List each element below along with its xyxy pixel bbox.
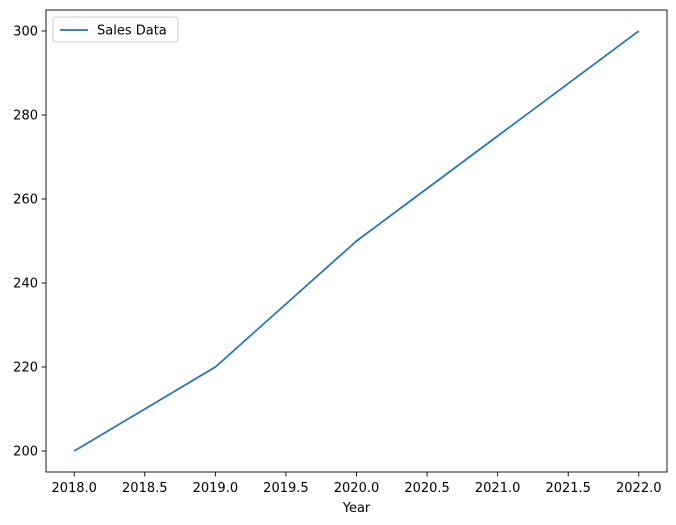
x-tick-label: 2019.5 <box>263 481 309 496</box>
x-tick-label: 2022.0 <box>616 481 662 496</box>
y-tick-label: 240 <box>13 277 38 292</box>
axes: 2018.0 2018.5 2019.0 2019.5 2020.0 2020.5 2021… <box>13 9 668 496</box>
series-line-sales-data <box>73 30 640 452</box>
legend-label-sales-data: Sales Data <box>97 24 167 39</box>
x-tick-label: 2019.0 <box>193 481 239 496</box>
x-tick-label: 2021.5 <box>545 481 591 496</box>
x-tick-label: 2020.0 <box>334 481 380 496</box>
x-axis-label: Year <box>342 501 371 516</box>
y-tick-label: 220 <box>13 361 38 376</box>
x-tick-label: 2020.5 <box>404 481 450 496</box>
y-tick-label: 260 <box>13 193 38 208</box>
x-tick-label: 2018.5 <box>122 481 168 496</box>
y-tick-label: 300 <box>13 25 38 40</box>
legend-box <box>52 16 179 43</box>
x-tick-label: 2021.0 <box>475 481 521 496</box>
x-tick-label: 2018.0 <box>51 481 97 496</box>
plot-area <box>73 30 640 452</box>
legend: Sales Data <box>52 16 179 43</box>
y-tick-label: 200 <box>13 445 38 460</box>
y-tick-label: 280 <box>13 109 38 124</box>
